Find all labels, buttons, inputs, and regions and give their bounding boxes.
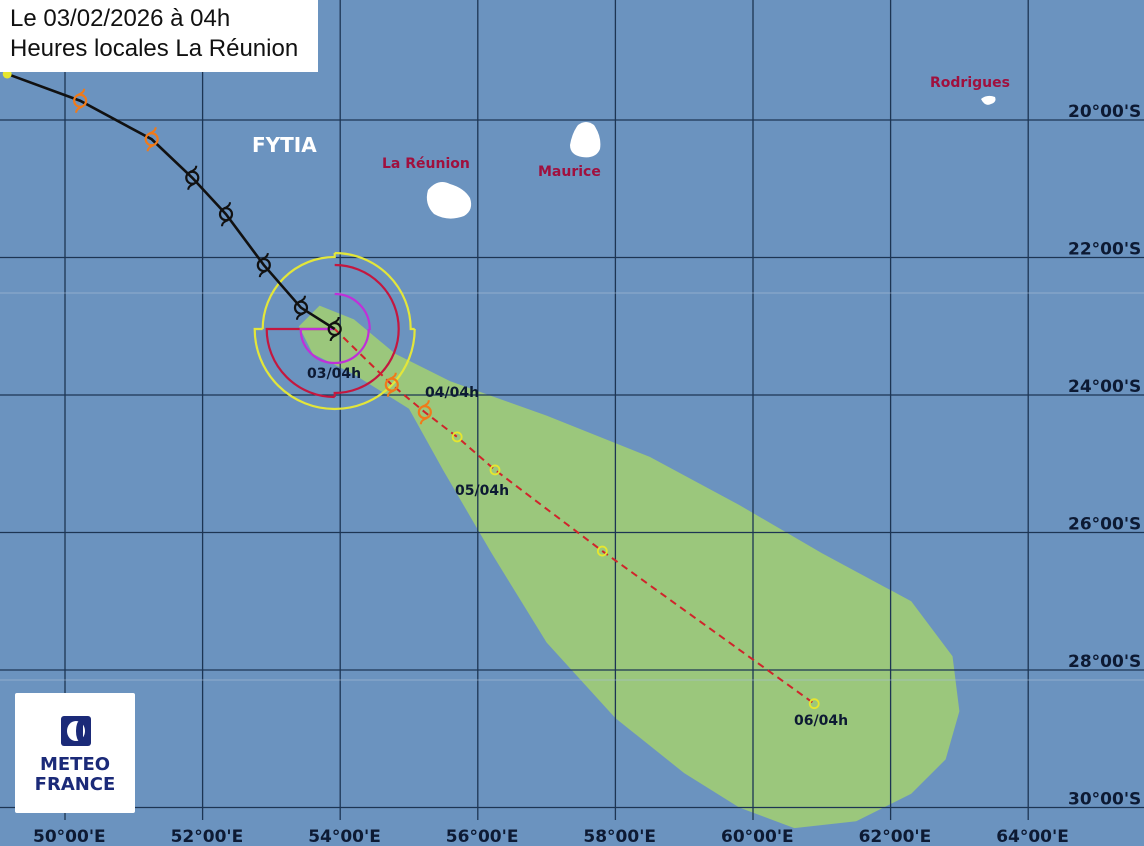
forecast-time-label: 03/04h: [307, 366, 361, 382]
longitude-label: 60°00'E: [721, 827, 794, 846]
longitude-label: 54°00'E: [308, 827, 381, 846]
cyclone-symbol-arm: [75, 88, 86, 113]
la-reunion-island: [426, 182, 472, 219]
wind-radii: [253, 251, 416, 411]
forecast-time-label: 04/04h: [425, 385, 479, 401]
storm-wind-radius: [265, 263, 400, 399]
meteo-france-emblem-icon: [61, 716, 91, 746]
place-label: La Réunion: [382, 156, 470, 172]
maurice-island: [570, 122, 601, 158]
timestamp-line: Le 03/02/2026 à 04h: [10, 5, 231, 32]
cyclone-symbol-arm: [329, 316, 340, 342]
latitude-label: 24°00'S: [1068, 377, 1141, 397]
longitude-label: 56°00'E: [446, 827, 519, 846]
cyclone-symbol-arm: [295, 295, 306, 320]
cyclone-symbol-arm: [220, 202, 231, 227]
track-point-marker: [489, 464, 501, 476]
logo-text: METEO FRANCE: [34, 754, 116, 795]
gale-wind-radius: [253, 251, 416, 411]
track-point-marker: [451, 431, 463, 443]
timestamp-box: Le 03/02/2026 à 04h Heures locales La Ré…: [0, 0, 318, 72]
cyclone-symbol-arm: [419, 400, 430, 425]
islands: [426, 95, 996, 219]
rodrigues-island: [981, 95, 996, 105]
longitude-label: 62°00'E: [859, 827, 932, 846]
cyclone-symbol-arm: [258, 252, 269, 278]
storm-name-label: FYTIA: [252, 133, 317, 157]
latitude-label: 20°00'S: [1068, 102, 1141, 122]
past-track-line: [6, 72, 336, 331]
track-point-marker: [596, 545, 608, 557]
latitude-label: 30°00'S: [1068, 790, 1141, 810]
storm-track: [2, 69, 820, 710]
forecast-track-line: [333, 328, 815, 705]
hurricane-wind-radius: [299, 292, 371, 365]
map-labels: 50°00'E 52°00'E 54°00'E 56°00'E 58°00'E 60°00…: [33, 75, 1141, 846]
longitude-label: 58°00'E: [583, 827, 656, 846]
cyclone-symbol-arm: [386, 372, 397, 397]
cyclone-symbol-arm: [187, 165, 198, 190]
timezone-line: Heures locales La Réunion: [10, 35, 299, 62]
uncertainty-cone: [298, 305, 960, 829]
longitude-label: 50°00'E: [33, 827, 106, 846]
longitude-label: 64°00'E: [996, 827, 1069, 846]
latitude-label: 28°00'S: [1068, 652, 1141, 672]
cone-polygon: [298, 305, 960, 829]
latitude-label: 22°00'S: [1068, 240, 1141, 260]
meteo-france-logo: METEO FRANCE: [15, 693, 135, 813]
track-point-marker: [808, 698, 820, 710]
longitude-label: 52°00'E: [171, 827, 244, 846]
graticule: [0, 0, 1144, 820]
place-label: Maurice: [538, 164, 601, 180]
cyclone-symbol-arm: [146, 127, 157, 152]
forecast-time-label: 06/04h: [794, 713, 848, 729]
place-label: Rodrigues: [930, 75, 1010, 91]
latitude-label: 26°00'S: [1068, 515, 1141, 535]
forecast-time-label: 05/04h: [455, 483, 509, 499]
